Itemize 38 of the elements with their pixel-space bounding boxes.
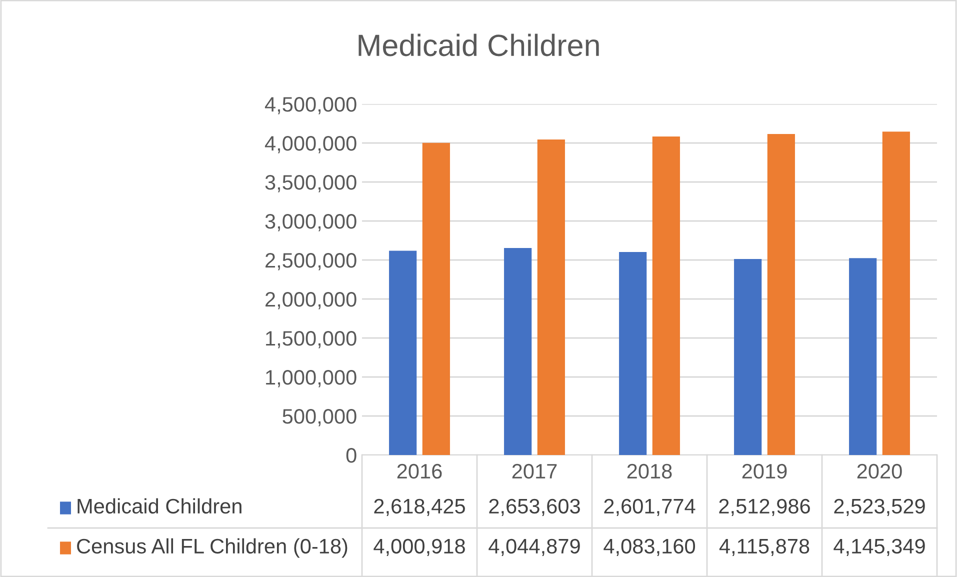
x-tick-label: 2017 [512, 464, 557, 479]
bar [734, 258, 762, 455]
bar [767, 134, 795, 455]
chart-title: Medicaid Children [358, 34, 599, 56]
y-tick-label: 4,000,000 [264, 136, 356, 154]
bar [882, 132, 910, 455]
legend-label: Census All FL Children (0-18) [77, 538, 348, 558]
y-tick-label: 4,500,000 [264, 97, 356, 114]
y-tick-label: 3,500,000 [265, 175, 356, 192]
bar [652, 136, 680, 455]
x-tick-label: 2016 [397, 464, 442, 479]
y-tick-label: 0 [346, 448, 356, 463]
x-tick-label: 2019 [742, 464, 787, 479]
data-label: 4,115,878 [719, 538, 810, 556]
bar [504, 248, 532, 455]
y-tick-label: 1,500,000 [266, 331, 356, 348]
data-label: 4,000,918 [374, 538, 465, 556]
x-tick-label: 2018 [627, 464, 672, 479]
bar [619, 252, 647, 455]
data-label: 2,512,986 [719, 498, 810, 516]
y-tick-label: 1,000,000 [266, 370, 356, 388]
bar [849, 258, 877, 455]
data-label: 2,523,529 [834, 498, 925, 516]
y-tick-label: 3,000,000 [265, 214, 356, 232]
y-tick-label: 2,500,000 [266, 253, 356, 270]
data-label: 2,653,603 [489, 498, 580, 516]
legend-label: Medicaid Children [78, 498, 242, 514]
data-label: 4,083,160 [604, 538, 696, 556]
x-tick-label: 2020 [857, 464, 902, 479]
data-label: 4,044,879 [488, 538, 580, 556]
bar [389, 250, 417, 455]
bar [537, 140, 565, 455]
data-label: 4,145,349 [834, 538, 925, 556]
y-tick-label: 2,000,000 [266, 292, 356, 310]
data-label: 2,601,774 [604, 498, 696, 516]
data-label: 2,618,425 [374, 498, 465, 516]
y-tick-label: 500,000 [282, 409, 356, 426]
bar [422, 142, 450, 455]
